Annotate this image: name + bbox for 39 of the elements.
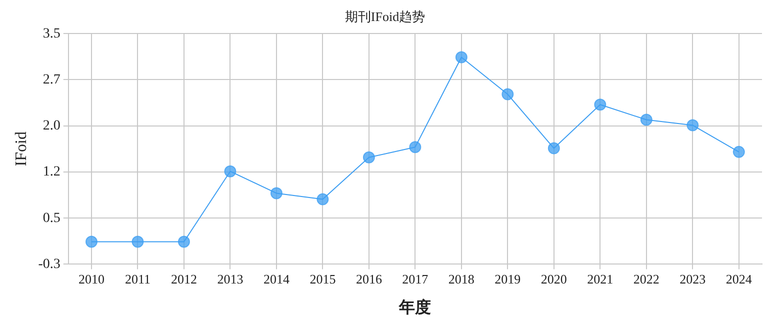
point [132, 236, 144, 248]
y-tick-label: 3.5 [42, 26, 60, 42]
y-tick-label: 2.7 [42, 72, 60, 88]
x-tick-label: 2011 [124, 271, 150, 286]
point [270, 187, 282, 200]
chart-title: 期刊IFoid趋势 [344, 9, 426, 24]
x-tick-label: 2014 [263, 271, 290, 286]
y-tick-label: 0.5 [42, 210, 60, 226]
x-tick-label: 2016 [356, 271, 382, 286]
x-axis-title: 年度 [398, 298, 432, 317]
point [640, 114, 652, 126]
point [502, 88, 514, 100]
point [594, 98, 606, 111]
x-tick-label: 2010 [78, 271, 104, 286]
x-tick-label: 2018 [448, 271, 474, 286]
x-tick-label: 2013 [217, 271, 244, 286]
x-tick-label: 2022 [633, 271, 660, 286]
x-tick-label: 2024 [726, 271, 752, 286]
point [409, 141, 422, 154]
x-tick-label: 2020 [540, 271, 567, 286]
x-tick-label: 2017 [402, 271, 429, 286]
y-tick-label: 2.0 [42, 118, 60, 134]
y-tick-label: -0.3 [38, 256, 60, 272]
point [362, 151, 375, 164]
x-tick-label: 2019 [494, 271, 521, 286]
x-tick-label: 2015 [310, 271, 336, 286]
x-tick-label: 2021 [587, 271, 614, 286]
point [85, 236, 98, 248]
point [732, 146, 745, 158]
point [455, 51, 468, 64]
x-tick-label: 2023 [680, 271, 706, 286]
y-tick-label: 1.2 [42, 164, 60, 180]
point [178, 236, 190, 248]
point [224, 165, 236, 178]
y-axis-title: IFoid [12, 132, 30, 166]
point [316, 193, 329, 206]
point [686, 119, 699, 132]
x-tick-label: 2012 [170, 271, 197, 286]
point [548, 142, 560, 154]
